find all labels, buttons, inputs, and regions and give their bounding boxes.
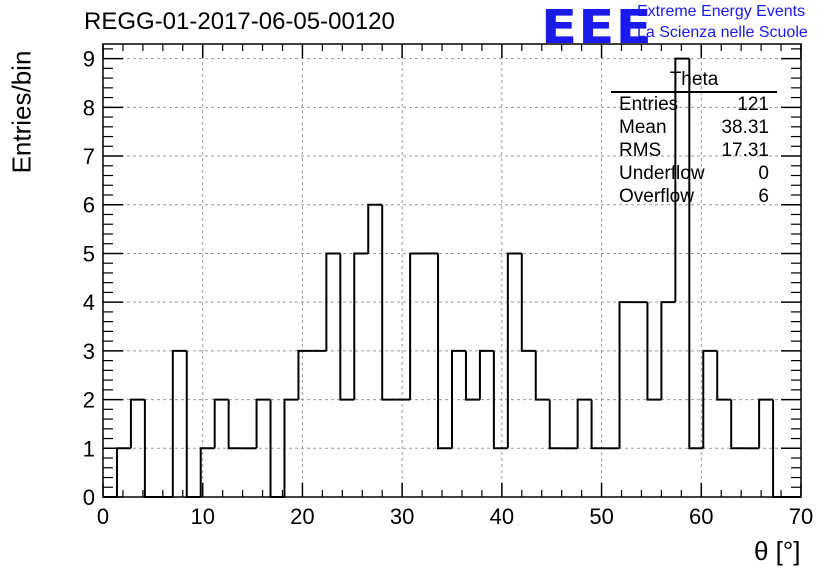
stats-row-underflow: Underflow 0 [611,162,777,185]
histogram-bin [297,349,313,400]
eee-logo: EEE [541,0,653,54]
y-tick-label: 4 [83,290,95,315]
stats-value: 0 [758,163,769,184]
histogram-bin [409,252,425,400]
histogram-bin [437,253,452,450]
stats-box: Theta Entries 121 Mean 38.31 RMS 17.31 U… [611,68,777,208]
histogram-bin [534,350,550,401]
histogram-bin [367,203,383,254]
histogram-bin [283,398,299,497]
histogram-bin [520,253,536,352]
histogram-bin [506,252,522,449]
y-tick-label: 9 [83,47,95,72]
histogram-bin [674,57,690,303]
histogram-bin [185,350,201,498]
x-tick-label: 60 [689,504,713,529]
histogram-bin [660,301,676,400]
stats-label: Entries [619,94,679,115]
x-tick-label: 10 [190,504,214,529]
histogram-bin [702,349,718,449]
stats-row-mean: Mean 38.31 [611,116,777,139]
stats-label: Overflow [619,186,694,207]
histogram-bin [213,398,229,449]
histogram-bin [464,350,480,401]
histogram-bin [339,253,355,401]
histogram-bin [576,398,592,449]
plot-frame [102,43,802,498]
histogram-bin [492,350,508,450]
y-tick-label: 5 [83,241,95,266]
stats-row-entries: Entries 121 [611,93,777,116]
x-tick-label: 30 [390,504,414,529]
histogram-bin [129,398,145,449]
histogram-bin [716,350,732,401]
x-tick-label: 20 [290,504,314,529]
stats-value: 121 [737,94,769,115]
stats-row-rms: RMS 17.31 [611,139,777,162]
histogram-bin [255,398,271,449]
stats-title: Theta [611,68,777,93]
histogram-bin [115,447,131,497]
histogram-bin [590,399,606,450]
histogram-bin [353,252,369,400]
histogram-bin [227,399,243,450]
y-tick-label: 0 [83,485,95,510]
y-tick-label: 8 [83,95,95,120]
x-axis-label: θ [°] [754,536,801,566]
y-tick-label: 1 [83,436,95,461]
histogram-bin [478,349,494,400]
x-tick-label: 40 [490,504,514,529]
stats-row-overflow: Overflow 6 [611,185,777,208]
stats-label: Underflow [619,163,705,184]
y-tick-label: 6 [83,193,95,218]
org-name-line-2: La Scienza nelle Scuole [637,24,808,41]
x-tick-label: 0 [97,504,109,529]
stats-value: 38.31 [721,117,769,138]
x-tick-label: 50 [589,504,613,529]
y-tick-label: 3 [83,339,95,364]
histogram-bin [548,399,564,450]
histogram-bin [688,58,704,450]
histogram-bin [199,447,215,497]
y-axis-label: Entries/bin [6,50,37,174]
x-tick-label: 70 [789,504,813,529]
histogram-bin [171,349,187,497]
stats-label: Mean [619,117,667,138]
histogram-bin [618,301,634,449]
y-tick-label: 7 [83,144,95,169]
histogram-bin [325,252,341,351]
stats-label: RMS [619,140,662,161]
histogram-bin [646,302,662,401]
org-name-line-1: Extreme Energy Events [637,3,806,20]
y-tick-label: 2 [83,388,95,413]
histogram-bin [758,398,774,449]
histogram-bin [381,204,397,401]
stats-value: 6 [758,186,769,207]
stats-value: 17.31 [721,140,769,161]
histogram-bin [730,399,746,450]
histogram-bin [451,349,466,449]
chart-title: REGG-01-2017-06-05-00120 [84,8,395,35]
